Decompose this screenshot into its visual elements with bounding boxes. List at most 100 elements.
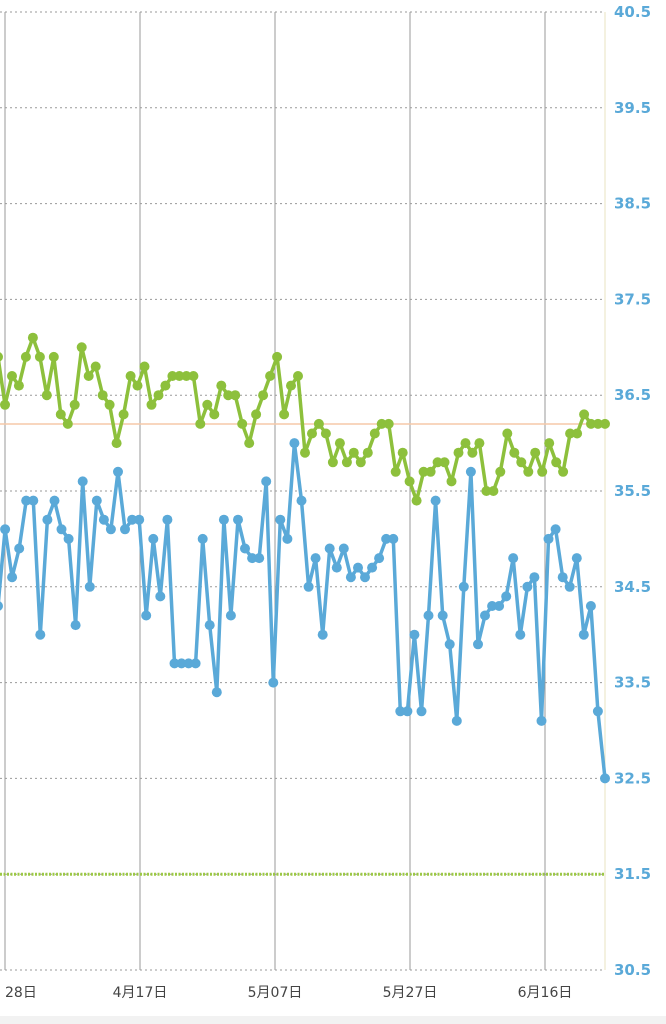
data-point[interactable] [240, 543, 250, 554]
data-point[interactable] [247, 553, 258, 564]
data-point[interactable] [296, 495, 307, 506]
data-point[interactable] [155, 591, 166, 602]
data-point[interactable] [230, 390, 241, 401]
data-point[interactable] [557, 572, 568, 583]
data-point[interactable] [233, 514, 243, 525]
data-point[interactable] [167, 371, 178, 381]
data-point[interactable] [0, 601, 3, 611]
data-point[interactable] [176, 658, 187, 669]
data-point[interactable] [272, 351, 283, 362]
data-point[interactable] [565, 428, 576, 439]
data-point[interactable] [0, 524, 11, 535]
data-point[interactable] [160, 380, 171, 391]
data-point[interactable] [13, 380, 24, 391]
data-point[interactable] [254, 553, 265, 564]
data-point[interactable] [353, 562, 363, 573]
data-point[interactable] [202, 399, 213, 410]
data-point[interactable] [529, 572, 540, 583]
data-point[interactable] [21, 495, 32, 506]
data-point[interactable] [77, 476, 88, 487]
data-point[interactable] [0, 352, 3, 362]
data-point[interactable] [310, 553, 321, 564]
data-point[interactable] [355, 457, 366, 468]
data-point[interactable] [516, 457, 527, 468]
data-point[interactable] [275, 514, 286, 525]
data-point[interactable] [423, 610, 434, 621]
data-point[interactable] [42, 514, 53, 525]
data-point[interactable] [523, 466, 534, 477]
data-point[interactable] [376, 418, 387, 429]
data-point[interactable] [7, 572, 18, 583]
data-point[interactable] [0, 399, 10, 410]
data-point[interactable] [258, 390, 269, 401]
bottom-scroll-bar[interactable] [0, 1016, 666, 1024]
data-point[interactable] [320, 428, 331, 439]
data-point[interactable] [261, 476, 272, 487]
data-point[interactable] [188, 371, 199, 381]
data-point[interactable] [362, 447, 373, 458]
data-point[interactable] [20, 351, 31, 362]
data-point[interactable] [439, 457, 450, 468]
data-point[interactable] [348, 447, 359, 458]
data-point[interactable] [183, 658, 194, 669]
data-point[interactable] [458, 581, 469, 592]
data-point[interactable] [446, 476, 457, 487]
data-point[interactable] [502, 428, 513, 439]
data-point[interactable] [515, 629, 526, 640]
data-point[interactable] [334, 438, 345, 449]
data-point[interactable] [327, 457, 338, 468]
data-point[interactable] [98, 514, 109, 525]
data-point[interactable] [432, 457, 443, 468]
data-point[interactable] [300, 447, 310, 458]
data-point[interactable] [551, 457, 562, 468]
data-point[interactable] [113, 466, 123, 477]
data-point[interactable] [600, 418, 610, 429]
data-point[interactable] [69, 399, 80, 410]
data-point[interactable] [307, 428, 317, 439]
data-point[interactable] [63, 533, 74, 544]
data-point[interactable] [544, 438, 555, 449]
data-point[interactable] [425, 466, 436, 477]
data-point[interactable] [146, 399, 157, 410]
data-point[interactable] [536, 715, 547, 726]
data-point[interactable] [174, 371, 185, 381]
data-point[interactable] [409, 629, 420, 640]
data-point[interactable] [132, 380, 143, 391]
data-point[interactable] [416, 706, 427, 717]
data-point[interactable] [585, 601, 596, 611]
data-point[interactable] [397, 447, 408, 458]
data-point[interactable] [76, 342, 87, 353]
data-point[interactable] [453, 447, 464, 458]
data-point[interactable] [495, 466, 506, 477]
data-point[interactable] [134, 514, 145, 525]
data-point[interactable] [282, 533, 293, 544]
data-point[interactable] [218, 514, 229, 525]
data-point[interactable] [195, 418, 206, 429]
data-point[interactable] [153, 390, 164, 401]
data-point[interactable] [579, 409, 590, 420]
data-point[interactable] [564, 581, 575, 592]
data-point[interactable] [537, 466, 548, 477]
data-point[interactable] [216, 380, 227, 391]
data-point[interactable] [341, 457, 352, 468]
data-point[interactable] [90, 361, 101, 372]
data-point[interactable] [600, 773, 610, 784]
data-point[interactable] [381, 533, 392, 544]
data-point[interactable] [104, 399, 115, 410]
data-point[interactable] [331, 562, 342, 573]
data-point[interactable] [411, 495, 422, 506]
data-point[interactable] [558, 466, 569, 477]
data-point[interactable] [148, 533, 159, 544]
data-point[interactable] [225, 610, 236, 621]
data-point[interactable] [34, 351, 45, 362]
data-point[interactable] [360, 572, 370, 583]
data-point[interactable] [190, 658, 201, 669]
data-point[interactable] [204, 620, 215, 631]
data-point[interactable] [91, 495, 102, 506]
data-point[interactable] [522, 581, 533, 592]
data-point[interactable] [487, 601, 498, 611]
data-point[interactable] [237, 418, 248, 429]
data-point[interactable] [105, 524, 116, 535]
data-point[interactable] [571, 553, 582, 564]
data-point[interactable] [289, 438, 300, 449]
